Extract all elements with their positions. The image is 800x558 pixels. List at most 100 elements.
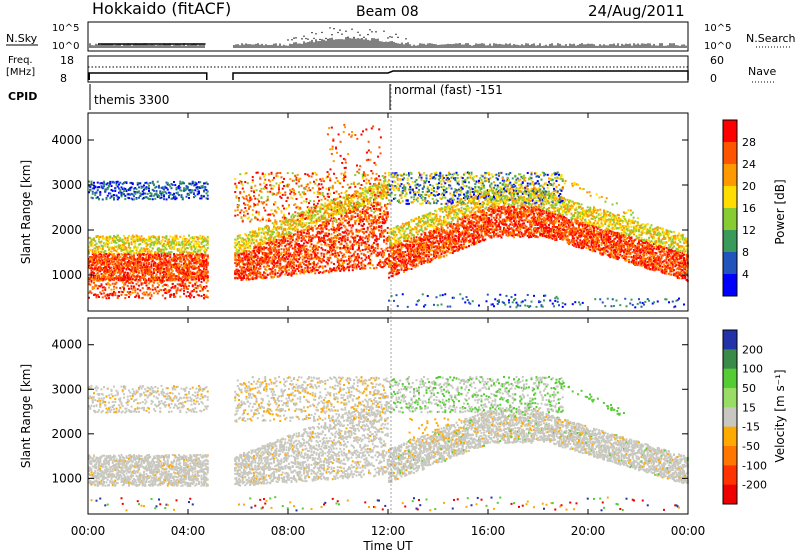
power-cell <box>253 239 255 241</box>
power-cell <box>297 251 299 253</box>
power-cell <box>104 276 106 278</box>
power-cell <box>273 224 275 226</box>
power-cell <box>124 195 126 197</box>
power-cell <box>122 246 124 248</box>
power-cell <box>264 272 266 274</box>
power-cell <box>241 216 243 218</box>
power-cell <box>196 183 198 185</box>
power-cell <box>248 238 250 240</box>
power-cell <box>156 273 158 275</box>
power-cell <box>283 185 285 187</box>
power-cell <box>107 246 109 248</box>
power-cell <box>293 216 295 218</box>
power-cell <box>207 183 209 185</box>
power-cell <box>207 271 209 273</box>
power-cell <box>258 232 260 234</box>
power-cell <box>324 217 326 219</box>
power-cell <box>297 233 299 235</box>
power-cell <box>322 265 324 267</box>
power-cell <box>312 227 314 229</box>
power-cell <box>94 186 96 188</box>
power-cell <box>183 246 185 248</box>
power-cell <box>103 292 105 294</box>
power-cell <box>157 292 159 294</box>
power-cell <box>123 267 125 269</box>
power-cell <box>306 261 308 263</box>
power-cell <box>144 275 146 277</box>
power-cell <box>181 288 183 290</box>
power-cell <box>276 223 278 225</box>
power-cell <box>148 185 150 187</box>
power-cell <box>242 273 244 275</box>
power-cell <box>321 199 323 201</box>
power-cell <box>297 231 299 233</box>
power-cell <box>196 246 198 248</box>
power-cell <box>113 182 115 184</box>
power-cell <box>89 260 91 262</box>
power-cell <box>292 214 294 216</box>
power-cell <box>257 219 259 221</box>
power-cell <box>131 241 133 243</box>
power-cell <box>259 242 261 244</box>
power-cell <box>294 233 296 235</box>
power-cell <box>107 276 109 278</box>
power-cell <box>116 242 118 244</box>
nsearch-point <box>331 34 332 35</box>
power-cell <box>117 181 119 183</box>
power-cell <box>122 239 124 241</box>
power-cell <box>242 261 244 263</box>
power-cell <box>174 184 176 186</box>
power-cell <box>306 198 308 200</box>
power-cell <box>96 296 98 298</box>
power-cell <box>272 228 274 230</box>
power-cell <box>257 204 259 206</box>
power-cell <box>151 193 153 195</box>
power-cell <box>304 267 306 269</box>
nsearch-point <box>321 32 322 33</box>
power-cell <box>136 249 138 251</box>
power-cell <box>177 287 179 289</box>
power-cell <box>129 291 131 293</box>
power-cell <box>194 189 196 191</box>
power-cell <box>102 235 104 237</box>
freq-label: Freq. <box>8 55 33 66</box>
power-cell <box>97 189 99 191</box>
power-cell <box>268 265 270 267</box>
power-cell <box>261 232 263 234</box>
power-cell <box>204 287 206 289</box>
power-cell <box>166 236 168 238</box>
power-cell <box>199 251 201 253</box>
power-cell <box>146 291 148 293</box>
power-cell <box>201 197 203 199</box>
power-cell <box>179 266 181 268</box>
power-cell <box>306 236 308 238</box>
power-cell <box>284 237 286 239</box>
power-cell <box>317 262 319 264</box>
power-cell <box>134 287 136 289</box>
power-cell <box>272 188 274 190</box>
power-cell <box>248 194 250 196</box>
power-cell <box>113 197 115 199</box>
power-cell <box>111 267 113 269</box>
power-cell <box>266 247 268 249</box>
power-cell <box>238 241 240 243</box>
power-cell <box>288 184 290 186</box>
power-cell <box>321 253 323 255</box>
power-cell <box>244 181 246 183</box>
power-cell <box>249 231 251 233</box>
power-cell <box>253 265 255 267</box>
power-cell <box>94 240 96 242</box>
power-cell <box>298 186 300 188</box>
power-cell <box>261 250 263 252</box>
power-cell <box>126 294 128 296</box>
power-cell <box>89 237 91 239</box>
power-cell <box>274 271 276 273</box>
power-cell <box>272 233 274 235</box>
power-cell <box>237 206 239 208</box>
power-cell <box>278 249 280 251</box>
power-cell <box>109 284 111 286</box>
power-cell <box>293 189 295 191</box>
cpid-mode-1: themis 3300 <box>94 93 169 107</box>
power-cell <box>263 266 265 268</box>
power-cell <box>324 215 326 217</box>
